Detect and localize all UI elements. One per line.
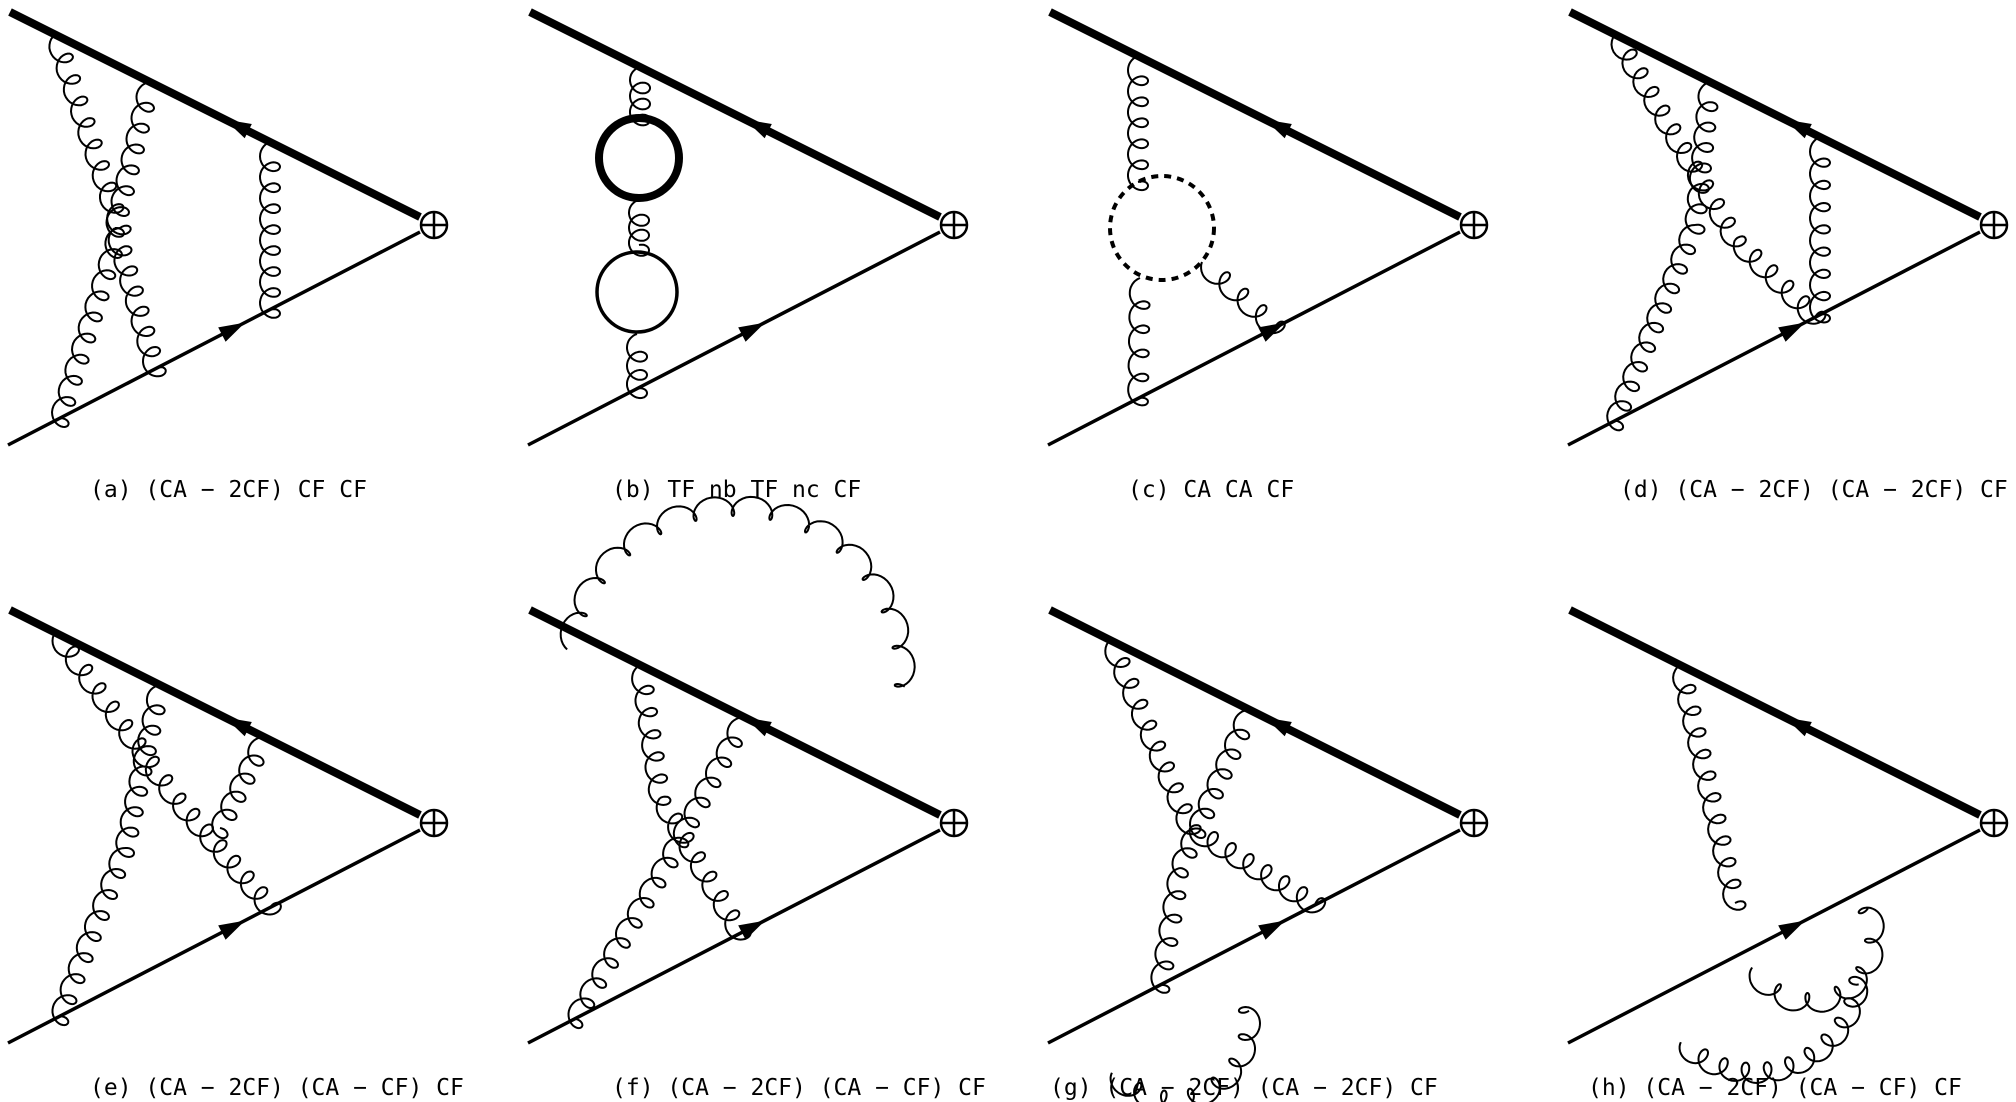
gluon-line	[1808, 136, 1832, 324]
gluon-line	[1200, 261, 1286, 335]
diagram-c	[1047, 8, 1489, 447]
arrow-heavy	[1265, 717, 1292, 737]
light-quark-line	[7, 828, 421, 1045]
gluon-line	[1606, 224, 1697, 432]
gluon-line	[1672, 664, 1747, 911]
arrow-light	[1258, 920, 1285, 940]
heavy-quark-line	[8, 8, 422, 221]
arrow-light	[738, 322, 765, 342]
vertex-symbol	[1459, 808, 1489, 838]
arrow-light	[1778, 322, 1805, 342]
gluon-line	[50, 227, 124, 429]
gluon-line	[1188, 827, 1327, 914]
caption-f: (f) (CA − 2CF) (CA − CF) CF	[612, 1075, 986, 1101]
diagram-b	[527, 8, 969, 447]
arrow-heavy	[745, 119, 772, 139]
caption-e: (e) (CA − 2CF) (CA − CF) CF	[90, 1075, 464, 1101]
arrow-heavy	[1265, 119, 1292, 139]
gluon-line	[1150, 867, 1187, 994]
diagram-d	[1567, 8, 2009, 447]
arrow-light	[218, 920, 245, 940]
gluon-line	[1610, 33, 1747, 248]
gluon-line	[629, 66, 651, 127]
diagram-f	[527, 495, 969, 1045]
gluon-line	[662, 716, 746, 869]
heavy-quark-line	[528, 606, 942, 819]
caption-b: (b) TF nb TF nc CF	[612, 477, 861, 503]
heavy-quark-line	[8, 606, 422, 819]
light-quark-line	[7, 230, 421, 447]
gluon-line	[626, 333, 648, 400]
heavy-quark-line	[1568, 606, 1982, 819]
gluon-line	[1126, 55, 1150, 192]
diagram-a	[7, 8, 449, 447]
heavy-quark-line	[1568, 8, 1982, 221]
gluon-line	[1104, 639, 1202, 836]
gluon-line	[1171, 709, 1251, 879]
gluon-line	[258, 141, 282, 319]
gluon-line	[51, 847, 127, 1027]
gluon-line	[1127, 277, 1151, 407]
diagram-h	[1567, 606, 2009, 1085]
light-quark-line	[1567, 230, 1981, 447]
caption-g: (g) (CA − 2CF) (CA − 2CF) CF	[1050, 1075, 1438, 1101]
light-quark-line	[1047, 230, 1461, 447]
vertex-symbol	[419, 210, 449, 240]
heavy-quark-line	[1048, 606, 1462, 819]
arrow-heavy	[225, 717, 252, 737]
gluon-line	[628, 199, 650, 257]
gluon-line	[107, 227, 167, 378]
light-quark-line	[1047, 828, 1461, 1045]
vertex-symbol	[939, 210, 969, 240]
vertex-symbol	[1459, 210, 1489, 240]
gluon-line	[172, 797, 282, 916]
gluon-arc	[1748, 906, 1885, 1013]
arrow-light	[1258, 322, 1285, 342]
diagram-g	[1047, 606, 1489, 1102]
arrow-light	[738, 920, 765, 940]
ghost-loop	[1108, 174, 1216, 282]
light-quark-line	[1567, 828, 1981, 1045]
gluon-line	[115, 684, 166, 859]
vertex-symbol	[939, 808, 969, 838]
arrow-heavy	[745, 717, 772, 737]
light-quark-loop	[595, 250, 679, 334]
heavy-quark-line	[528, 8, 942, 221]
gluon-line	[567, 856, 671, 1030]
light-quark-line	[527, 230, 941, 447]
arrow-light	[218, 322, 245, 342]
gluon-line	[48, 33, 132, 236]
arrow-heavy	[1785, 717, 1812, 737]
gluon-line	[1684, 81, 1719, 235]
vertex-symbol	[1979, 808, 2009, 838]
arrow-heavy	[1785, 119, 1812, 139]
caption-a: (a) (CA − 2CF) CF CF	[90, 477, 367, 503]
light-quark-line	[527, 828, 941, 1045]
gluon-line	[51, 632, 187, 805]
gluon-arc	[559, 495, 916, 688]
diagram-e	[7, 606, 449, 1045]
caption-h: (h) (CA − 2CF) (CA − CF) CF	[1588, 1075, 1962, 1101]
arrow-light	[1778, 920, 1805, 940]
caption-d: (d) (CA − 2CF) (CA − 2CF) CF	[1620, 477, 2008, 503]
caption-c: (c) CA CA CF	[1128, 477, 1294, 503]
arrow-heavy	[225, 119, 252, 139]
heavy-quark-loop	[595, 114, 683, 202]
gluon-line	[105, 81, 156, 238]
heavy-quark-line	[1048, 8, 1462, 221]
gluon-line	[655, 797, 752, 941]
gluon-arc	[1109, 1005, 1262, 1102]
gluon-line	[631, 664, 672, 807]
gluon-arc	[1678, 975, 1869, 1085]
vertex-symbol	[419, 808, 449, 838]
gluon-line	[211, 736, 266, 840]
gluon-line	[1732, 239, 1827, 325]
vertex-symbol	[1979, 210, 2009, 240]
